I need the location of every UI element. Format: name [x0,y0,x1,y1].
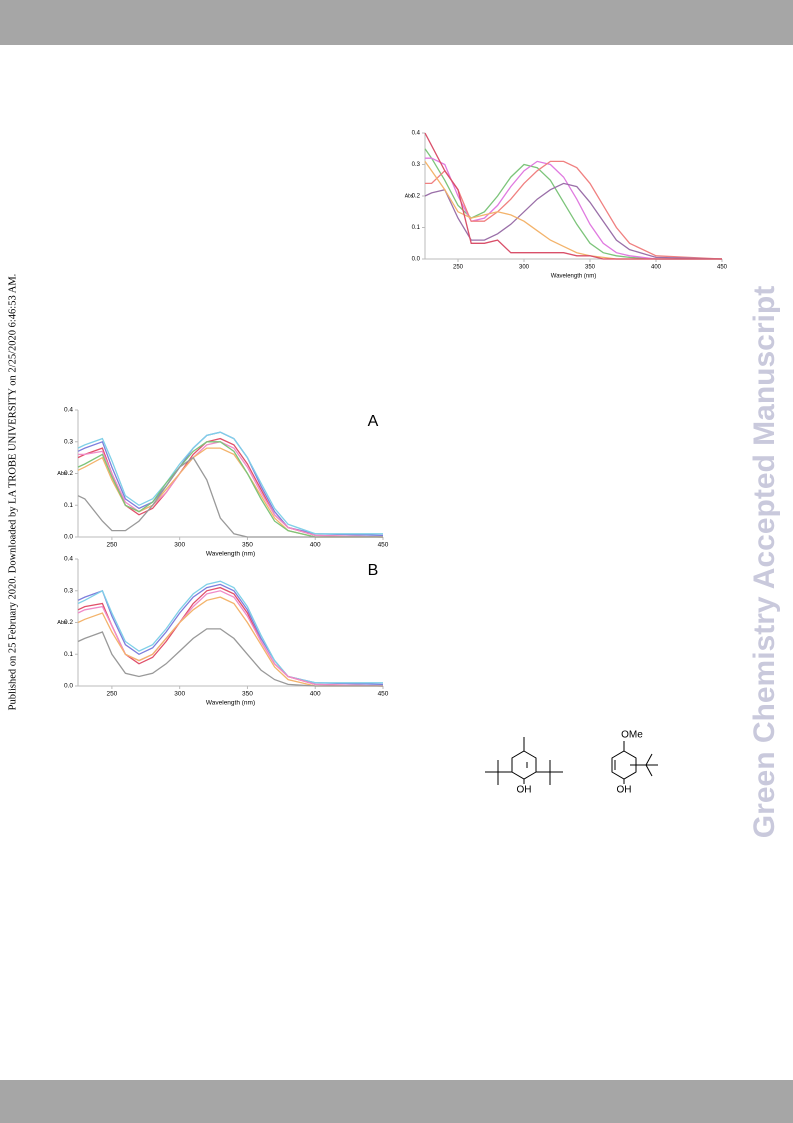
x-tick-label: 400 [651,265,662,271]
y-tick-label: 0.3 [64,587,73,594]
x-tick-label: 400 [310,542,321,549]
panel-label: B [368,562,379,579]
series-line [77,596,383,687]
series-line [425,157,722,260]
x-tick-label: 250 [106,542,117,549]
atom-label: OH [517,785,532,796]
y-axis-title: Abs [405,193,414,199]
series-line [77,431,383,535]
y-axis-title: Abs [57,620,67,626]
x-tick-label: 250 [106,691,117,698]
y-tick-label: 0.2 [412,194,421,200]
x-axis-title: Wavelength (nm) [206,551,255,558]
x-tick-label: 350 [242,691,253,698]
atom-label: OH [617,785,632,796]
y-tick-label: 0.0 [412,257,421,263]
series-line [77,580,383,684]
series-line [424,148,722,260]
atom-label: OMe [621,730,643,741]
y-tick-label: 0.2 [64,619,73,626]
x-tick-label: 450 [378,542,389,549]
y-tick-label: 0.4 [412,131,421,137]
y-tick-label: 0.1 [64,502,73,509]
x-tick-label: 450 [717,265,728,271]
series-line [77,628,383,687]
series-line [424,182,723,260]
bond [645,764,653,777]
watermark: Green Chemistry Accepted Manuscript [748,286,781,838]
y-tick-label: 0.4 [64,407,73,414]
x-axis-title: Wavelength (nm) [551,274,596,280]
series-line [77,590,384,687]
series-line [77,456,383,538]
bond [645,753,653,766]
y-tick-label: 0.1 [412,225,421,231]
side-note: Published on 25 February 2020. Downloade… [7,274,18,711]
panel-label: A [368,413,379,430]
x-tick-label: 350 [242,542,253,549]
y-tick-label: 0.4 [64,556,73,563]
header-bar [0,0,793,45]
y-axis-title: Abs [57,471,67,477]
y-tick-label: 0.2 [64,470,73,477]
series-line [77,441,383,538]
y-tick-label: 0.1 [64,651,73,658]
x-tick-label: 300 [519,265,530,271]
structure-bha [611,741,658,784]
y-tick-label: 0.0 [64,534,73,541]
x-tick-label: 250 [453,265,464,271]
x-tick-label: 300 [174,691,185,698]
structure-bht [485,737,563,785]
x-tick-label: 350 [585,265,596,271]
x-axis-title: Wavelength (nm) [206,700,255,707]
x-tick-label: 300 [174,542,185,549]
x-tick-label: 450 [378,691,389,698]
series-line [424,132,722,260]
y-tick-label: 0.3 [412,162,421,168]
y-tick-label: 0.3 [64,438,73,445]
footer-bar [0,1080,793,1123]
x-tick-label: 400 [310,691,321,698]
y-tick-label: 0.0 [64,683,73,690]
